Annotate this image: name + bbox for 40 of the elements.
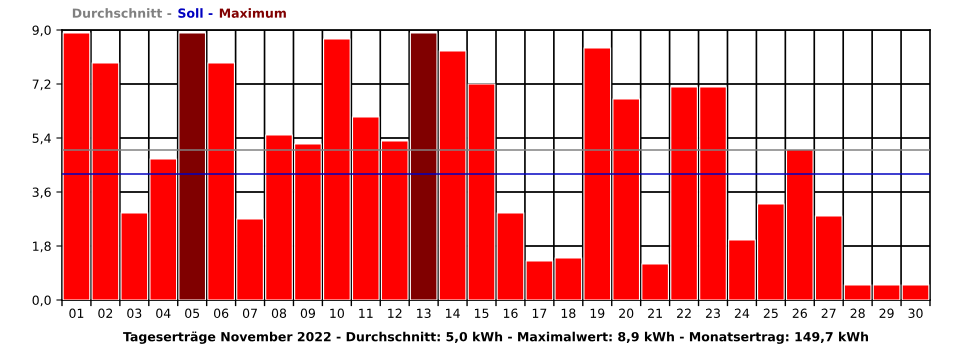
x-tick-label: 10 — [330, 308, 344, 318]
x-tick-label: 07 — [242, 308, 257, 318]
x-tick-label: 30 — [908, 308, 923, 318]
x-tick-label: 14 — [446, 308, 460, 318]
ref-line-label: Soll - — [178, 8, 212, 18]
x-tick-label: 11 — [359, 308, 373, 318]
x-tick-label: 01 — [69, 308, 84, 318]
x-tick-label: 08 — [272, 308, 286, 318]
x-tick-label: 28 — [850, 308, 865, 318]
x-tick-label: 17 — [532, 308, 546, 318]
x-tick-label: 26 — [792, 308, 807, 318]
x-tick-label: 21 — [648, 308, 662, 318]
x-tick-label: 23 — [706, 308, 720, 318]
x-tick-label: 06 — [214, 308, 228, 318]
ref-line-label: Durchschnitt - — [72, 8, 172, 18]
y-tick-label: 5,4 — [32, 134, 51, 144]
x-tick-label: 05 — [185, 308, 200, 318]
x-tick-label: 18 — [562, 308, 576, 318]
x-tick-label: 16 — [504, 308, 518, 318]
x-tick-label: 19 — [590, 308, 604, 318]
x-tick-label: 27 — [822, 308, 836, 318]
y-tick-label: 9,0 — [32, 25, 51, 36]
y-tick-label: 1,8 — [33, 241, 51, 252]
y-tick-label: 3,6 — [32, 187, 51, 198]
series-label: Maximum — [220, 8, 286, 18]
y-tick-label: 0,0 — [32, 295, 51, 306]
x-tick-label: 25 — [764, 308, 778, 318]
x-tick-label: 02 — [98, 308, 112, 318]
x-axis-title: Tageserträge November 2022 - Durchschnitt: 5,0 kWh - Maximalwert: 8,9 kWh - Monatsertrag: 149,7 kWh — [123, 332, 868, 344]
x-tick-label: 20 — [619, 308, 634, 318]
x-tick-label: 12 — [388, 308, 402, 318]
y-tick-label: 7,2 — [32, 79, 50, 90]
x-tick-label: 03 — [127, 308, 142, 318]
x-tick-label: 22 — [677, 308, 691, 318]
x-tick-label: 04 — [156, 308, 171, 318]
x-tick-label: 29 — [880, 308, 894, 318]
x-tick-label: 15 — [474, 308, 488, 318]
x-tick-label: 09 — [300, 308, 316, 318]
x-tick-label: 13 — [417, 308, 431, 318]
x-tick-label: 24 — [734, 308, 750, 318]
